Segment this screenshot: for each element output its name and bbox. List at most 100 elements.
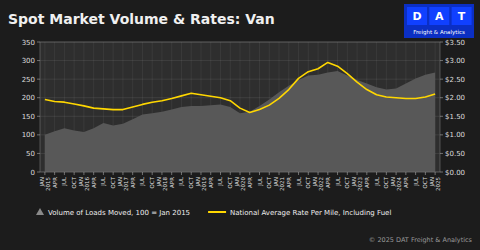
x-tick-label-line: APR	[286, 177, 292, 188]
y-tick-label: 150	[22, 113, 35, 121]
x-tick-label: JAN2025	[429, 177, 441, 191]
x-tick-label-line: 2018	[162, 177, 168, 191]
x-tick	[435, 172, 436, 175]
x-tick-label-line: JUL	[413, 176, 420, 187]
x-tick	[298, 172, 299, 175]
x-tick-label: OCT	[266, 176, 272, 188]
x-tick-label-line: APR	[403, 177, 409, 188]
y-tick	[37, 172, 40, 173]
y2-tick-label: $3.00	[445, 57, 465, 65]
rate-line	[45, 62, 435, 112]
x-tick-label: JUL	[335, 176, 342, 187]
y-tick-label: 350	[22, 39, 35, 47]
x-tick-label-line: 2022	[318, 177, 324, 191]
grid	[40, 42, 440, 172]
y2-tick	[440, 79, 443, 80]
y2-tick	[440, 172, 443, 173]
x-tick	[366, 172, 367, 175]
y2-tick	[440, 42, 443, 43]
x-tick	[142, 172, 143, 175]
x-tick-label-line: APR	[130, 177, 136, 188]
x-tick	[181, 172, 182, 175]
logo: DATFreight & Analytics	[404, 4, 474, 38]
x-tick	[269, 172, 270, 175]
grid-line-y	[40, 79, 440, 80]
x-tick	[357, 172, 358, 175]
x-tick-label-line: APR	[91, 177, 97, 188]
x-tick	[337, 172, 338, 175]
x-tick-label: JUL	[100, 176, 107, 187]
logo-subtitle: Freight & Analytics	[413, 29, 465, 36]
x-tick	[54, 172, 55, 175]
y-tick	[37, 153, 40, 154]
x-tick	[425, 172, 426, 175]
x-tick	[249, 172, 250, 175]
x-tick-label-line: APR	[364, 177, 370, 188]
x-tick	[405, 172, 406, 175]
x-tick-label: APR	[403, 177, 409, 188]
x-tick-label: JAN2016	[78, 177, 90, 191]
x-tick-label: JAN2022	[312, 177, 324, 191]
x-tick	[83, 172, 84, 175]
x-tick-label: APR	[130, 177, 136, 188]
logo-box	[429, 7, 449, 25]
x-tick-label-line: 2017	[123, 177, 129, 191]
x-tick-label-line: 2021	[279, 177, 285, 191]
x-tick-label-line: JUL	[217, 176, 224, 187]
x-tick-label-line: 2024	[396, 177, 402, 191]
y-tick-label: 50	[26, 150, 35, 158]
x-tick-label-line: OCT	[188, 176, 194, 188]
y2-tick-label: $0.50	[445, 150, 465, 158]
y-tick-label: 300	[22, 57, 35, 65]
x-axis: JAN2015APRJULOCTJAN2016APRJULOCTJAN2017A…	[39, 172, 441, 191]
x-tick	[74, 172, 75, 175]
x-tick-label-line: OCT	[110, 176, 116, 188]
logo-box	[407, 7, 427, 25]
background	[0, 0, 480, 250]
x-tick	[122, 172, 123, 175]
x-tick-label: JAN2023	[351, 177, 363, 191]
x-tick-label: OCT	[227, 176, 233, 188]
volume-area	[45, 71, 435, 172]
y-tick	[37, 79, 40, 80]
y-tick	[37, 134, 40, 135]
x-tick-label: OCT	[422, 176, 428, 188]
logo-letter: A	[435, 10, 444, 23]
x-tick-label: APR	[364, 177, 370, 188]
y-tick-label: 250	[22, 76, 35, 84]
x-tick-label: JUL	[374, 176, 381, 187]
y2-tick-label: $1.00	[445, 131, 465, 139]
x-tick-label: JUL	[61, 176, 68, 187]
x-tick-label: JUL	[178, 176, 185, 187]
x-tick-label: OCT	[344, 176, 350, 188]
x-tick	[64, 172, 65, 175]
logo-letter: T	[458, 10, 466, 23]
marks	[45, 62, 435, 172]
y-tick	[37, 42, 40, 43]
legend-label: National Average Rate Per Mile, Includin…	[230, 209, 391, 217]
x-tick-label: JUL	[296, 176, 303, 187]
x-tick-label: JUL	[217, 176, 224, 187]
x-tick-label-line: APR	[325, 177, 331, 188]
x-tick-label: JUL	[413, 176, 420, 187]
x-tick-label: JAN2019	[195, 177, 207, 191]
chart: Spot Market Volume & Rates: VanDATFreigh…	[0, 0, 480, 250]
y2-tick-label: $0.00	[445, 169, 465, 177]
x-tick-label-line: APR	[247, 177, 253, 188]
x-tick	[113, 172, 114, 175]
legend-swatch	[36, 208, 44, 215]
x-tick-label: JAN2021	[273, 177, 285, 191]
y2-tick	[440, 60, 443, 61]
plot-frame	[40, 42, 440, 172]
x-tick-label-line: JUL	[178, 176, 185, 187]
x-tick-label: OCT	[305, 176, 311, 188]
x-tick-label-line: APR	[52, 177, 58, 188]
y2-tick	[440, 116, 443, 117]
x-tick-label: OCT	[149, 176, 155, 188]
x-tick	[376, 172, 377, 175]
x-tick-label-line: 2023	[357, 177, 363, 191]
x-tick	[161, 172, 162, 175]
y-tick	[37, 116, 40, 117]
y2-tick	[440, 134, 443, 135]
x-tick	[171, 172, 172, 175]
